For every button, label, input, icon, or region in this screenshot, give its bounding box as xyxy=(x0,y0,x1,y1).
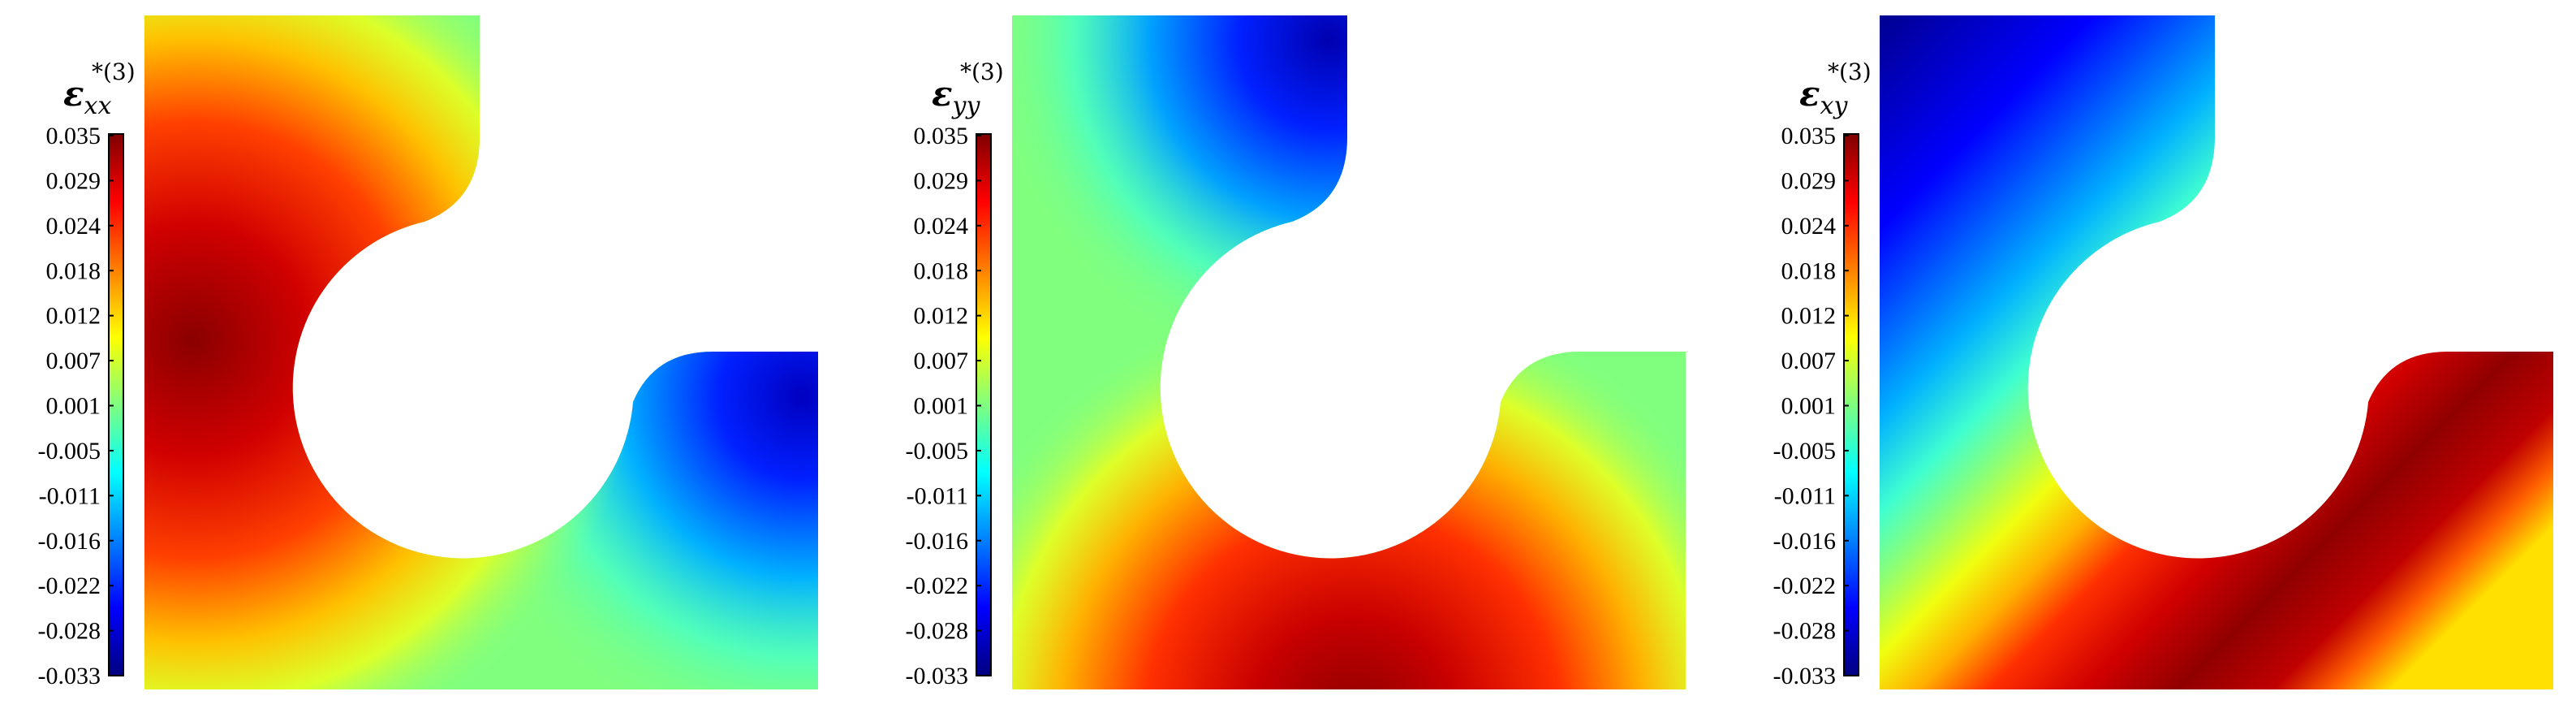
colorbar-tick-label: 0.012 xyxy=(1781,303,1837,330)
label-subscript: yy xyxy=(951,92,981,120)
label-superscript: *(3) xyxy=(960,58,1004,85)
colorbar-tick-label: 0.035 xyxy=(914,123,969,149)
colorbar-tick-label: 0.018 xyxy=(46,257,101,284)
colorbar-tick-label: -0.028 xyxy=(906,618,969,645)
panel-eyy: εyy*(3) 0.0350.0290.0240.0180.0120.0070.… xyxy=(906,15,1686,689)
colorbar-tick-label: -0.022 xyxy=(38,573,101,599)
panel-exx: εxx*(3) 0.0350.0290.0240.0180.0120.0070.… xyxy=(38,15,818,689)
colorbar-title-exy: εxy *(3) xyxy=(1799,58,1872,120)
colorbar-tick-label: 0.035 xyxy=(1781,123,1837,149)
colorbar-exx: εxx*(3) 0.0350.0290.0240.0180.0120.0070.… xyxy=(38,58,136,689)
colorbar-tick-label: 0.001 xyxy=(914,393,969,420)
plate-eyy xyxy=(1012,15,1686,689)
panel-exy: εxy*(3) 0.0350.0290.0240.0180.0120.0070.… xyxy=(1773,15,2553,689)
label-symbol: ε xyxy=(63,74,84,114)
colorbar-ticks-exx: 0.035 0.029 0.024 0.018 0.012 0.007 0.001 -0.00… xyxy=(38,123,114,689)
colorbar-title-exx: εxx *(3) xyxy=(63,58,136,120)
colorbar-tick-label: -0.022 xyxy=(1773,573,1837,599)
colorbar-ticks-exy: 0.035 0.029 0.024 0.018 0.012 0.007 0.001 -0.00… xyxy=(1773,123,1849,689)
colorbar-tick-label: -0.033 xyxy=(38,663,101,689)
colorbar-exy: εxy*(3) 0.0350.0290.0240.0180.0120.0070.… xyxy=(1773,58,1872,689)
label-subscript: xx xyxy=(84,92,112,120)
colorbar-tick-label: -0.033 xyxy=(1773,663,1837,689)
colorbar-tick-label: -0.005 xyxy=(1773,438,1837,465)
colorbar-tick-label: 0.035 xyxy=(46,123,101,149)
label-superscript: *(3) xyxy=(92,58,136,85)
colorbar-tick-label: 0.012 xyxy=(46,303,101,330)
colorbar-tick-label: 0.007 xyxy=(1781,348,1837,374)
colorbar-tick-label: -0.028 xyxy=(1773,618,1837,645)
colorbar-tick-label: 0.007 xyxy=(914,348,969,374)
colorbar-title-eyy: εyy *(3) xyxy=(932,58,1004,120)
label-symbol: ε xyxy=(1799,74,1820,114)
colorbar-tick-label: -0.016 xyxy=(906,528,969,555)
colorbar-tick-label: 0.024 xyxy=(914,213,969,240)
colorbar-tick-label: 0.012 xyxy=(914,303,969,330)
colorbar-tick-label: 0.029 xyxy=(914,167,969,194)
colorbar-tick-label: -0.005 xyxy=(906,438,969,465)
colorbar-tick-label: -0.022 xyxy=(906,573,969,599)
label-symbol: ε xyxy=(932,74,953,114)
label-superscript: *(3) xyxy=(1828,58,1872,85)
colorbar-tick-label: -0.005 xyxy=(38,438,101,465)
colorbar-tick-label: -0.028 xyxy=(38,618,101,645)
colorbar-tick-label: -0.011 xyxy=(907,482,968,509)
colorbar-tick-label: -0.033 xyxy=(906,663,969,689)
colorbar-tick-label: -0.016 xyxy=(38,528,101,555)
colorbar-tick-label: -0.011 xyxy=(39,482,101,509)
colorbar-tick-label: 0.029 xyxy=(46,167,101,194)
colorbar-tick-label: 0.024 xyxy=(1781,213,1837,240)
colorbar-tick-label: 0.018 xyxy=(1781,257,1837,284)
colorbar-tick-label: 0.029 xyxy=(1781,167,1837,194)
label-subscript: xy xyxy=(1820,92,1849,120)
colorbar-tick-label: 0.001 xyxy=(46,393,101,420)
colorbar-eyy: εyy*(3) 0.0350.0290.0240.0180.0120.0070.… xyxy=(906,58,1004,689)
plate-exx xyxy=(144,15,818,689)
colorbar-ticks-eyy: 0.035 0.029 0.024 0.018 0.012 0.007 0.001 -0.00… xyxy=(906,123,981,689)
colorbar-tick-label: -0.011 xyxy=(1774,482,1836,509)
colorbar-tick-label: 0.001 xyxy=(1781,393,1837,420)
colorbar-tick-label: -0.016 xyxy=(1773,528,1837,555)
colorbar-tick-label: 0.018 xyxy=(914,257,969,284)
colorbar-tick-label: 0.024 xyxy=(46,213,101,240)
colorbar-tick-label: 0.007 xyxy=(46,348,101,374)
plate-exy xyxy=(1880,15,2553,689)
